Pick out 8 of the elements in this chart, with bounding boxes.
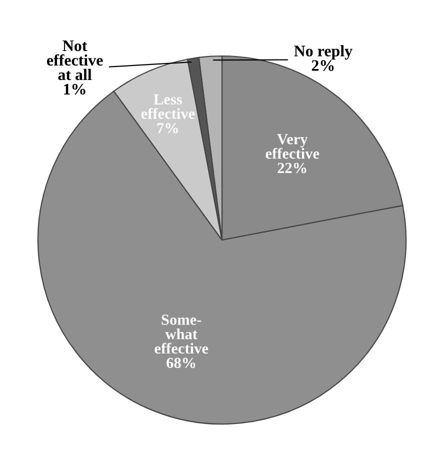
- data-label: 2%: [312, 60, 334, 71]
- slice-label: Some- what effective: [154, 314, 208, 354]
- data-label: 22%: [278, 162, 306, 174]
- data-label: 68%: [166, 358, 196, 368]
- slice-label: No reply: [294, 45, 352, 60]
- slice-label: Very effective: [266, 134, 320, 159]
- slice-label: Not effective at all: [46, 40, 103, 80]
- data-label: 1%: [64, 84, 86, 95]
